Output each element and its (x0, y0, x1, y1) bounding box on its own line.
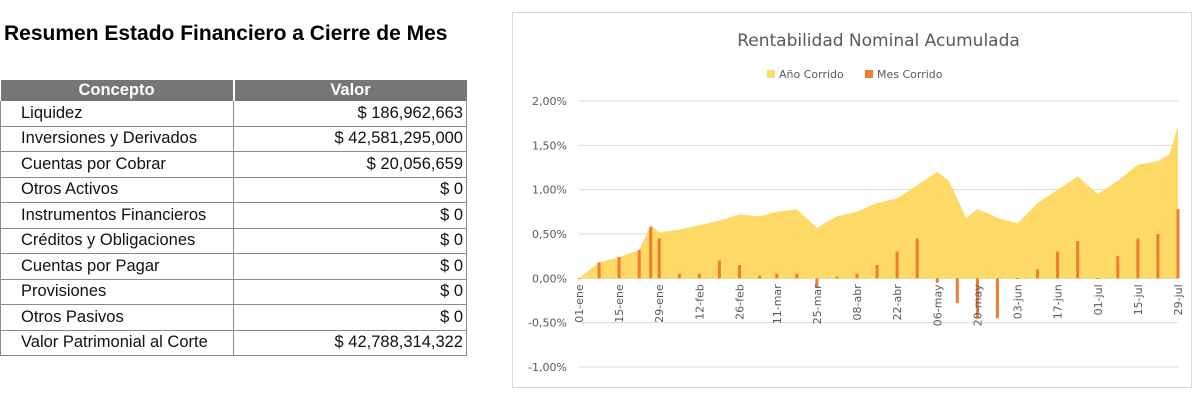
row-concept: Cuentas por Pagar (0, 253, 234, 280)
x-tick-label: 15-ene (613, 284, 626, 323)
row-value: $ 42,788,314,322 (233, 330, 467, 356)
row-concept: Provisiones (0, 279, 234, 305)
bar-mes-corrido (895, 251, 899, 279)
series-area-ano-corrido (579, 125, 1178, 279)
y-tick-label: -0,50% (528, 317, 567, 330)
bar-mes-corrido (717, 260, 721, 279)
x-tick-label: 25-mar (811, 284, 824, 324)
row-concept: Otros Activos (0, 177, 234, 203)
x-tick-label: 06-may (931, 284, 944, 326)
bar-mes-corrido (637, 250, 641, 279)
x-tick-label: 29-jul (1172, 284, 1185, 315)
table-row: Valor Patrimonial al Corte $ 42,788,314,3… (0, 330, 467, 356)
row-value: $ 0 (233, 253, 467, 280)
bar-mes-corrido (1136, 238, 1140, 279)
x-tick-label: 26-feb (734, 284, 747, 320)
table-row: Inversiones y Derivados $ 42,581,295,000 (0, 126, 467, 152)
bar-mes-corrido (597, 262, 601, 279)
bar-mes-corrido (577, 278, 581, 280)
row-concept: Liquidez (0, 101, 234, 127)
bar-mes-corrido (835, 276, 839, 279)
x-tick-label: 15-jul (1132, 284, 1145, 315)
legend-swatch-ano-corrido (767, 70, 775, 78)
chart-title: Rentabilidad Nominal Acumulada (737, 31, 1020, 51)
x-tick-label: 12-feb (693, 284, 706, 320)
bar-mes-corrido (1116, 256, 1120, 279)
bar-mes-corrido (1016, 278, 1019, 280)
table-row: Otros Pasivos $ 0 (0, 304, 467, 331)
bar-mes-corrido (738, 265, 741, 279)
bar-mes-corrido (1156, 234, 1160, 279)
bar-mes-corrido (915, 238, 919, 279)
bar-mes-corrido (855, 273, 859, 279)
row-value: $ 186,962,663 (233, 101, 467, 127)
row-value: $ 42,581,295,000 (233, 126, 467, 152)
bar-mes-corrido (649, 226, 653, 279)
table-row: Cuentas por Pagar $ 0 (0, 253, 467, 280)
table-row: Cuentas por Cobrar $ 20,056,659 (0, 151, 467, 178)
row-value: $ 0 (233, 177, 467, 203)
x-tick-label: 08-abr (851, 284, 864, 321)
table-row: Instrumentos Financieros $ 0 (0, 202, 467, 229)
x-tick-label: 01-jul (1092, 284, 1105, 315)
bar-mes-corrido (1096, 278, 1100, 280)
row-value: $ 20,056,659 (233, 151, 467, 178)
bar-mes-corrido (955, 278, 959, 304)
bar-mes-corrido (1076, 241, 1080, 279)
bar-mes-corrido (657, 238, 661, 279)
row-value: $ 0 (233, 202, 467, 229)
bar-mes-corrido (875, 265, 879, 279)
x-tick-label: 29-ene (653, 284, 666, 323)
x-tick-label: 01-ene (573, 284, 586, 323)
y-tick-label: 0,00% (532, 272, 567, 285)
header-valor: Valor (233, 80, 467, 101)
table-header-row: Concepto Valor (0, 80, 467, 101)
bar-mes-corrido (1176, 209, 1180, 279)
returns-chart: Rentabilidad Nominal Acumulada -1,00% -0,5… (528, 31, 1185, 374)
y-tick-label: 0,50% (532, 228, 567, 241)
row-concept: Instrumentos Financieros (0, 202, 234, 229)
bar-mes-corrido (775, 273, 779, 279)
y-tick-label: 2,00% (532, 95, 567, 108)
bar-mes-corrido (795, 273, 799, 279)
bar-mes-corrido (1056, 251, 1060, 279)
chart-container: Rentabilidad Nominal Acumulada -1,00% -0,5… (512, 12, 1192, 388)
x-tick-label: 03-jun (1012, 284, 1025, 319)
bar-mes-corrido (995, 278, 999, 319)
row-concept: Otros Pasivos (0, 304, 234, 331)
bar-mes-corrido (677, 273, 681, 279)
legend-swatch-mes-corrido (865, 70, 873, 78)
bar-mes-corrido (975, 278, 979, 319)
x-tick-label: 11-mar (771, 284, 784, 324)
bar-mes-corrido (1036, 269, 1040, 279)
row-concept: Créditos y Obligaciones (0, 228, 234, 254)
row-value: $ 0 (233, 304, 467, 331)
row-concept: Valor Patrimonial al Corte (0, 330, 234, 356)
financial-summary-table: Concepto Valor Liquidez $ 186,962,663 Inv… (0, 80, 467, 356)
row-value: $ 0 (233, 279, 467, 305)
table-row: Provisiones $ 0 (0, 279, 467, 305)
table-row: Otros Activos $ 0 (0, 177, 467, 203)
row-value: $ 0 (233, 228, 467, 254)
bar-mes-corrido (935, 278, 939, 283)
report-title: Resumen Estado Financiero a Cierre de Me… (4, 22, 448, 45)
bar-mes-corrido (758, 275, 762, 279)
legend-label-mes-corrido: Mes Corrido (877, 68, 943, 81)
row-concept: Inversiones y Derivados (0, 126, 234, 152)
legend-label-ano-corrido: Año Corrido (779, 68, 844, 81)
x-tick-label: 17-jun (1052, 284, 1065, 319)
header-concepto: Concepto (0, 80, 235, 101)
y-tick-label: 1,50% (532, 139, 567, 152)
y-tick-label: 1,00% (532, 184, 567, 197)
table-row: Liquidez $ 186,962,663 (0, 101, 467, 127)
x-tick-label: 22-abr (891, 284, 904, 321)
bar-mes-corrido (697, 273, 701, 279)
row-concept: Cuentas por Cobrar (0, 151, 234, 178)
table-row: Créditos y Obligaciones $ 0 (0, 228, 467, 254)
x-tick-label: 20-may (971, 284, 984, 326)
bar-mes-corrido (815, 278, 819, 288)
bar-mes-corrido (617, 257, 621, 279)
y-tick-label: -1,00% (528, 361, 567, 374)
